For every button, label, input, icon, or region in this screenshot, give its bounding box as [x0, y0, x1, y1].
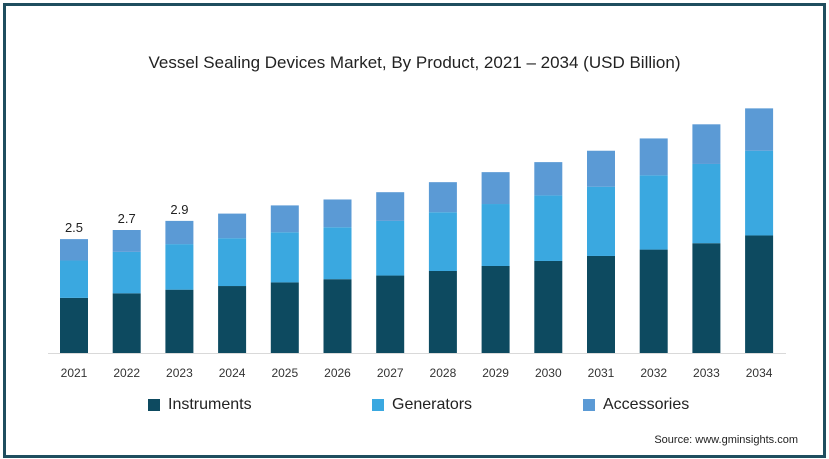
bar-accessories-2033 [692, 124, 721, 164]
x-tick-label-2032: 2032 [640, 366, 667, 380]
legend-label-generators: Generators [392, 396, 473, 413]
legend-label-instruments: Instruments [168, 396, 252, 413]
bar-generators-2029 [481, 204, 510, 266]
legend-item-accessories: Accessories [583, 396, 689, 414]
x-tick-label-2034: 2034 [746, 366, 773, 380]
x-tick-label-2025: 2025 [271, 366, 298, 380]
bar-accessories-2028 [428, 182, 457, 213]
chart-title: Vessel Sealing Devices Market, By Produc… [148, 53, 681, 72]
bar-instruments-2025 [270, 282, 299, 353]
bar-generators-2024 [218, 238, 247, 287]
bar-instruments-2026 [323, 279, 352, 353]
bar-accessories-2031 [587, 150, 615, 187]
legend-swatch-instruments [148, 399, 160, 411]
x-tick-label-2028: 2028 [430, 366, 457, 380]
bar-instruments-2029 [481, 265, 510, 353]
bar-instruments-2032 [639, 249, 668, 353]
bar-accessories-2025 [270, 205, 299, 233]
data-label-2023: 2.9 [170, 202, 188, 217]
bar-instruments-2027 [376, 275, 405, 353]
bar-accessories-2023 [165, 220, 194, 245]
bar-generators-2026 [323, 227, 352, 280]
x-tick-label-2029: 2029 [482, 366, 509, 380]
bar-generators-2034 [745, 150, 774, 236]
bar-generators-2032 [639, 175, 668, 250]
legend-label-accessories: Accessories [603, 396, 690, 413]
bar-instruments-2022 [112, 293, 141, 353]
legend-swatch-generators [372, 399, 384, 411]
data-label-2022: 2.7 [118, 211, 136, 226]
bar-accessories-2034 [745, 108, 774, 151]
x-tick-label-2024: 2024 [219, 366, 246, 380]
legend-item-instruments: Instruments [148, 396, 252, 414]
bar-accessories-2024 [218, 213, 247, 239]
bar-generators-2027 [376, 220, 405, 276]
bar-accessories-2029 [481, 172, 510, 205]
legend-swatch-accessories [583, 399, 595, 411]
x-tick-label-2033: 2033 [693, 366, 720, 380]
data-label-2021: 2.5 [65, 220, 83, 235]
x-tick-label-2027: 2027 [377, 366, 404, 380]
bar-instruments-2028 [428, 271, 457, 353]
bar-instruments-2034 [745, 235, 774, 353]
bar-generators-2030 [534, 195, 563, 261]
bar-accessories-2030 [534, 162, 563, 196]
legend: Instruments Generators Accessories [0, 396, 829, 420]
x-tick-label-2026: 2026 [324, 366, 351, 380]
bar-instruments-2024 [218, 286, 247, 353]
bar-accessories-2026 [323, 199, 352, 228]
bar-generators-2028 [428, 212, 457, 271]
bar-generators-2023 [165, 244, 194, 290]
x-tick-label-2030: 2030 [535, 366, 562, 380]
bar-instruments-2033 [692, 243, 721, 353]
bar-generators-2025 [270, 232, 299, 283]
bar-instruments-2031 [587, 255, 615, 353]
bar-accessories-2027 [376, 192, 405, 221]
bar-instruments-2030 [534, 260, 563, 353]
bar-generators-2031 [587, 186, 615, 256]
x-tick-label-2022: 2022 [113, 366, 140, 380]
bar-instruments-2021 [60, 297, 88, 353]
bar-accessories-2022 [112, 230, 141, 252]
legend-item-generators: Generators [372, 396, 472, 414]
bar-accessories-2021 [60, 239, 88, 261]
x-tick-label-2023: 2023 [166, 366, 193, 380]
bar-generators-2022 [112, 251, 141, 294]
bar-generators-2033 [692, 163, 721, 244]
bar-instruments-2023 [165, 289, 194, 353]
source-note: Source: www.gminsights.com [654, 434, 798, 446]
bar-accessories-2032 [639, 138, 668, 176]
x-tick-label-2031: 2031 [588, 366, 615, 380]
bar-generators-2021 [60, 260, 88, 298]
x-tick-label-2021: 2021 [61, 366, 88, 380]
